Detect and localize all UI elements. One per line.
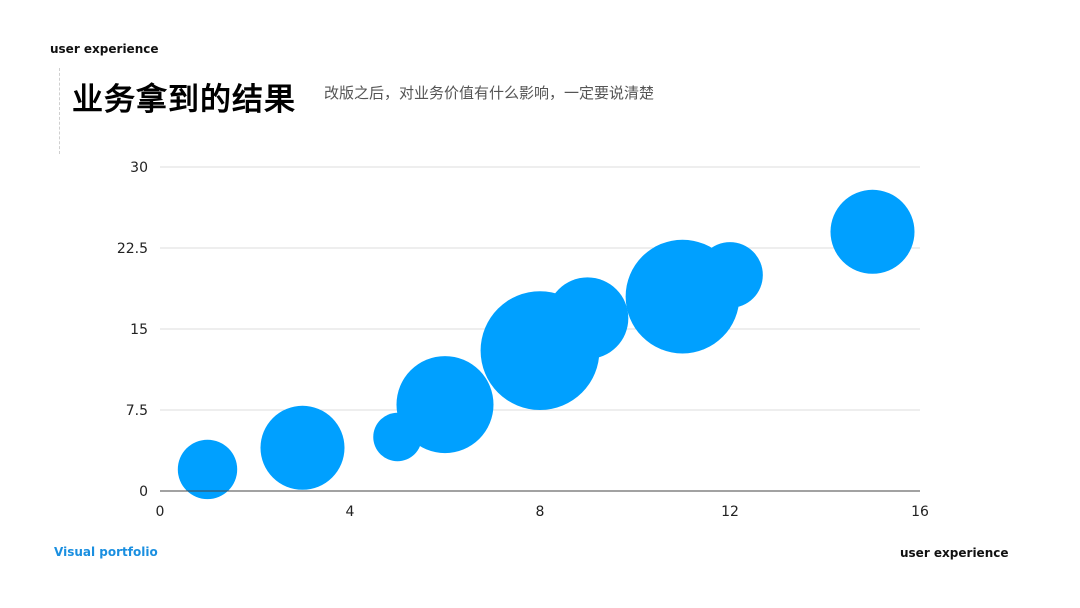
bubble-point	[830, 189, 915, 274]
bubble-point	[546, 277, 629, 360]
title-divider	[59, 68, 60, 154]
tick-label-layer: 0 7.5 15 22.5 30 0 4 8 12 16	[117, 160, 929, 520]
x-tick-label: 16	[911, 504, 929, 520]
x-tick-label: 12	[721, 504, 739, 520]
page-subtitle: 改版之后，对业务价值有什么影响，一定要说清楚	[324, 84, 655, 102]
bubble-point	[697, 242, 763, 308]
bubble-point	[396, 356, 494, 454]
y-tick-label: 7.5	[126, 403, 148, 419]
y-tick-label: 15	[130, 322, 148, 338]
y-tick-label: 30	[130, 160, 148, 176]
y-tick-label: 0	[139, 484, 148, 500]
bubble-layer	[177, 189, 915, 500]
page-title: 业务拿到的结果	[72, 82, 296, 118]
footer-tag: user experience	[900, 546, 1009, 560]
header-tag: user experience	[50, 42, 159, 56]
x-tick-label: 8	[536, 504, 545, 520]
footer-portfolio-label: Visual portfolio	[54, 545, 158, 559]
bubble-point	[260, 405, 345, 490]
x-tick-label: 4	[346, 504, 355, 520]
bubble-point	[177, 439, 238, 500]
y-tick-label: 22.5	[117, 241, 148, 257]
x-tick-label: 0	[156, 504, 165, 520]
